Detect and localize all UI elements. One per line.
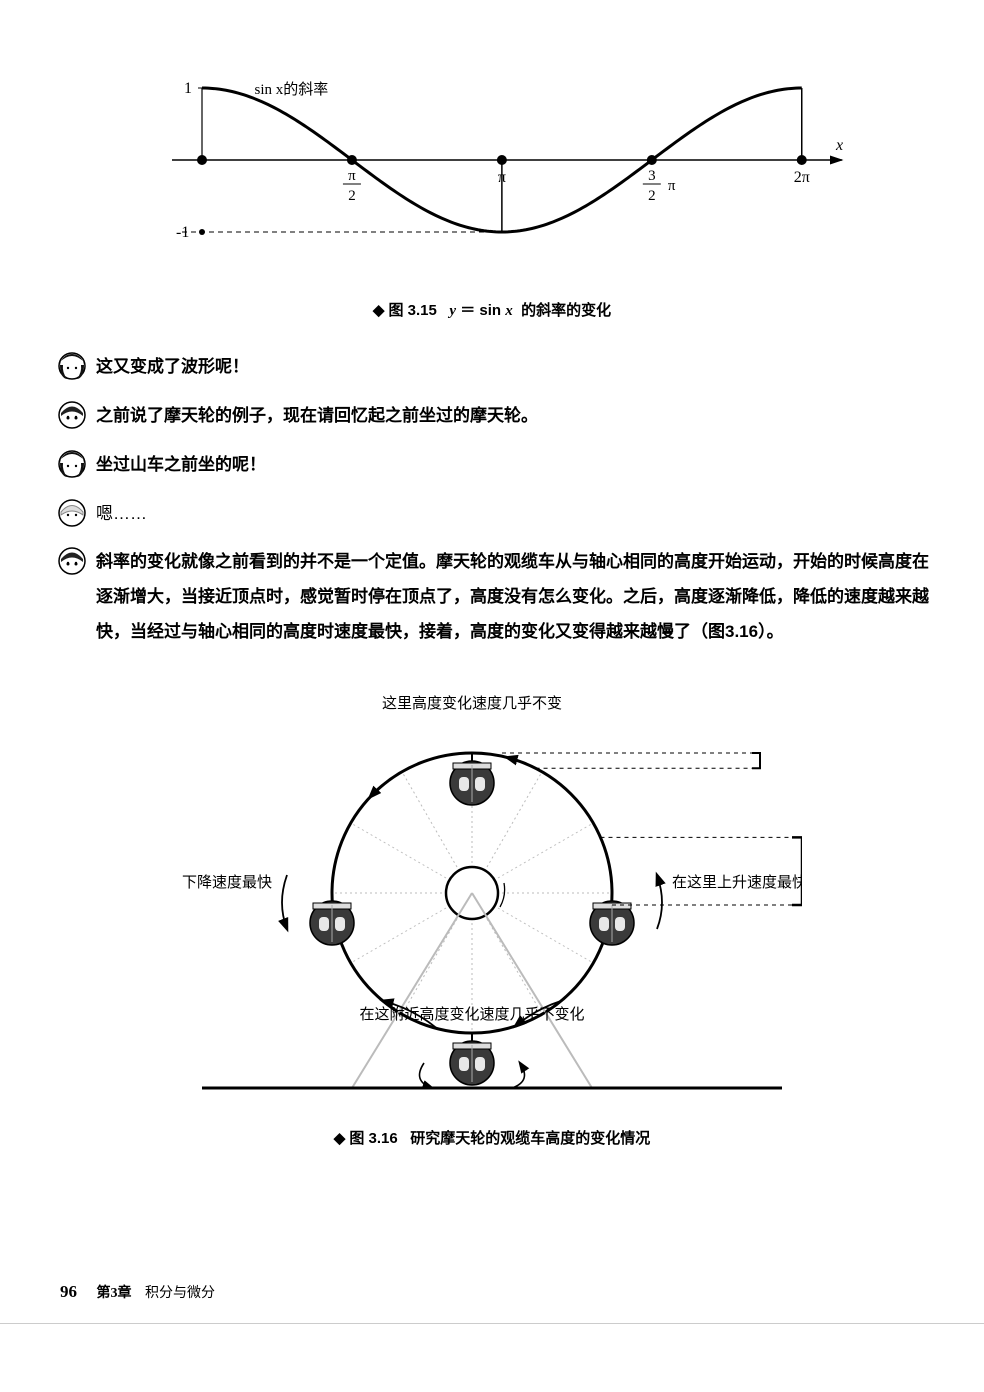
svg-text:sin x的斜率: sin x的斜率 xyxy=(255,81,329,98)
svg-text:π: π xyxy=(348,168,356,184)
dialogue-line: 这又变成了波形呢！ xyxy=(58,350,934,385)
avatar-icon xyxy=(58,547,86,575)
footer-divider xyxy=(0,1323,984,1324)
ferris-diagram: 这里高度变化速度几乎不变在这里下降速度最快 在这里上升速度最快在这附近高度变化速度… xyxy=(182,668,802,1113)
avatar-icon xyxy=(58,450,86,478)
svg-text:1: 1 xyxy=(184,80,192,97)
dialogue-line: 斜率的变化就像之前看到的并不是一个定值。摩天轮的观缆车从与轴心相同的高度开始运动… xyxy=(58,545,934,650)
avatar-icon xyxy=(58,499,86,527)
dialogue-text: 这又变成了波形呢！ xyxy=(96,350,934,385)
avatar xyxy=(58,401,86,429)
avatar xyxy=(58,352,86,380)
dialogue-line: 嗯…… xyxy=(58,497,934,532)
svg-text:2: 2 xyxy=(348,188,356,204)
svg-text:x: x xyxy=(835,137,843,154)
avatar xyxy=(58,499,86,527)
chapter-label: 第3章 xyxy=(97,1286,132,1301)
figure-3-16-caption: ◆图 3.16 研究摩天轮的观缆车高度的变化情况 xyxy=(50,1127,934,1148)
sine-svg: x1-1sin x的斜率π2π32π2π xyxy=(132,60,852,280)
svg-text:π: π xyxy=(498,169,506,186)
svg-text:π: π xyxy=(668,178,676,194)
avatar-icon xyxy=(58,352,86,380)
dialogue-text: 之前说了摩天轮的例子，现在请回忆起之前坐过的摩天轮。 xyxy=(96,399,934,434)
svg-text:在这里上升速度最快: 在这里上升速度最快 xyxy=(672,874,802,891)
chapter-title: 积分与微分 xyxy=(145,1286,215,1301)
dialogue-text: 斜率的变化就像之前看到的并不是一个定值。摩天轮的观缆车从与轴心相同的高度开始运动… xyxy=(96,545,934,650)
dialogue-block: 这又变成了波形呢！ 之前说了摩天轮的例子，现在请回忆起之前坐过的摩天轮。坐过山车之… xyxy=(58,350,934,650)
svg-text:2π: 2π xyxy=(794,169,810,186)
svg-text:-1: -1 xyxy=(176,224,189,241)
avatar xyxy=(58,547,86,575)
svg-text:在这附近高度变化速度几乎不变化: 在这附近高度变化速度几乎不变化 xyxy=(359,1006,584,1023)
avatar xyxy=(58,450,86,478)
svg-text:在这里下降速度最快: 在这里下降速度最快 xyxy=(182,874,272,891)
dialogue-line: 坐过山车之前坐的呢！ xyxy=(58,448,934,483)
svg-text:3: 3 xyxy=(648,168,656,184)
sine-chart: x1-1sin x的斜率π2π32π2π xyxy=(132,60,852,285)
dialogue-text: 坐过山车之前坐的呢！ xyxy=(96,448,934,483)
ferris-svg: 这里高度变化速度几乎不变在这里下降速度最快 在这里上升速度最快在这附近高度变化速度… xyxy=(182,668,802,1108)
svg-text:这里高度变化速度几乎不变: 这里高度变化速度几乎不变 xyxy=(382,695,562,712)
dialogue-text: 嗯…… xyxy=(96,497,934,532)
avatar-icon xyxy=(58,401,86,429)
dialogue-line: 之前说了摩天轮的例子，现在请回忆起之前坐过的摩天轮。 xyxy=(58,399,934,434)
svg-text:2: 2 xyxy=(648,188,656,204)
page-number: 96 xyxy=(60,1282,77,1301)
figure-3-15-caption: ◆图 3.15 y ＝ sin x 的斜率的变化 xyxy=(50,299,934,320)
page-footer: 96 第3章 积分与微分 xyxy=(60,1282,215,1302)
